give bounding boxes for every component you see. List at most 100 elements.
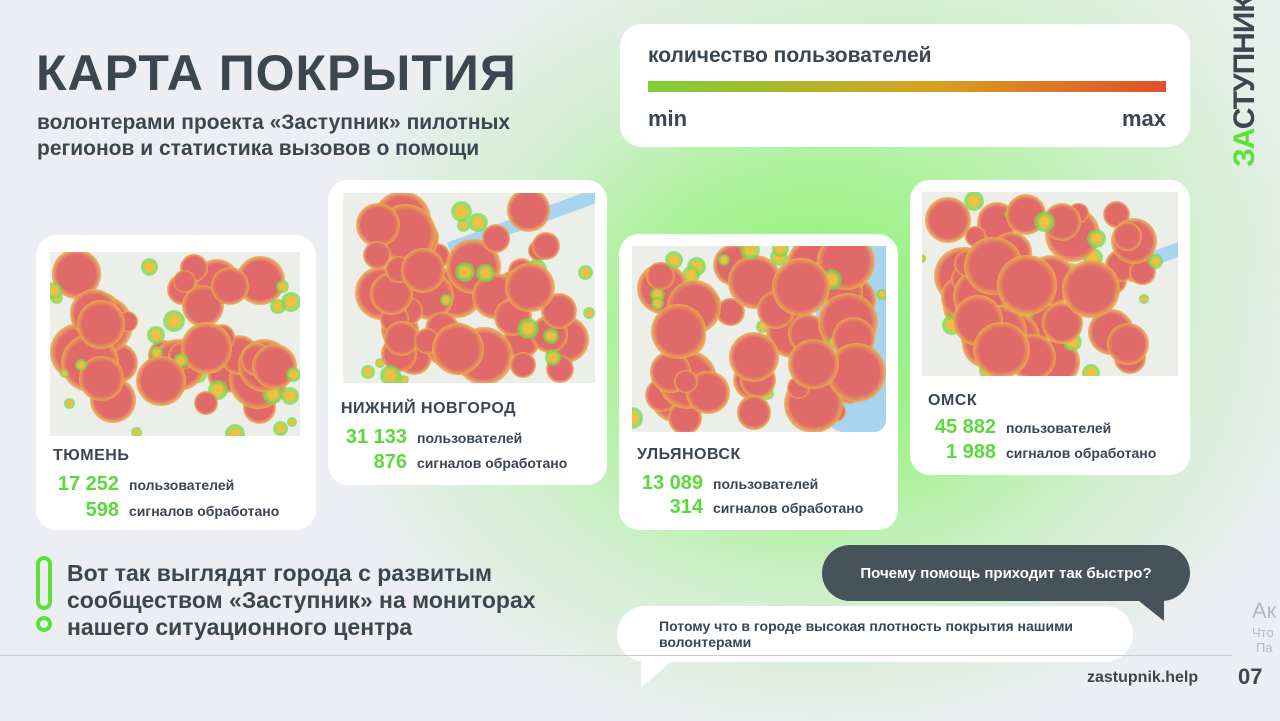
- next-slide-fragment: Па: [1256, 640, 1273, 655]
- heat-spot: [193, 390, 219, 416]
- heat-spot: [400, 248, 446, 293]
- heat-spot: [281, 292, 300, 313]
- signals-count: 598: [85, 499, 119, 521]
- answer-text: Потому что в городе высокая плотность по…: [659, 618, 1074, 650]
- heat-spot: [269, 298, 286, 315]
- heat-spot: [252, 343, 298, 389]
- heat-spot: [130, 426, 142, 436]
- heatmap-legend: количество пользователей min max: [620, 24, 1190, 147]
- heat-spot: [771, 246, 790, 258]
- heat-spot: [1086, 228, 1107, 249]
- city-name: НИЖНИЙ НОВГОРОД: [341, 400, 516, 417]
- heat-spot: [481, 224, 511, 253]
- heat-spot: [1106, 322, 1149, 365]
- heat-spot: [531, 232, 560, 261]
- heat-spot: [399, 375, 409, 383]
- heat-spot: [973, 321, 1030, 376]
- heat-spot: [632, 407, 644, 429]
- city-card-nizhny-novgorod: НИЖНИЙ НОВГОРОД 31 133 пользователей 876 с…: [328, 180, 607, 485]
- heat-spot: [468, 212, 488, 233]
- logo: ЗАСТУПНИК: [1228, 0, 1261, 167]
- heat-spot: [717, 254, 730, 267]
- heat-spot: [451, 200, 473, 223]
- signals-label: сигналов обработано: [129, 503, 280, 519]
- city-card-tyumen: ТЮМЕНЬ 17 252 пользователей 598 сигналов о…: [36, 235, 316, 530]
- heat-spot: [275, 279, 290, 294]
- users-label: пользователей: [1006, 420, 1112, 436]
- heat-spot: [74, 358, 87, 371]
- heat-spot: [180, 322, 233, 374]
- answer-bubble: Потому что в городе высокая плотность по…: [617, 606, 1133, 662]
- heat-spot: [736, 395, 772, 430]
- heat-spot: [172, 270, 197, 294]
- heat-spot: [140, 258, 159, 276]
- users-count: 17 252: [57, 473, 119, 495]
- page-number: 07: [1238, 664, 1263, 689]
- heat-spot: [281, 386, 300, 405]
- heat-spot: [505, 262, 555, 312]
- heat-spot: [380, 365, 401, 383]
- heat-spot: [1113, 222, 1142, 251]
- heatmap-omsk: [922, 192, 1178, 376]
- heat-spot: [149, 345, 164, 359]
- heat-spot: [273, 421, 288, 436]
- heat-spot: [432, 323, 485, 375]
- legend-gradient-bar: [648, 81, 1166, 92]
- signals-count: 876: [373, 451, 407, 473]
- heat-spot: [544, 349, 562, 366]
- note-text: Вот так выглядят города с развитым сообщ…: [67, 560, 536, 640]
- heat-spot: [772, 258, 830, 316]
- heat-spot: [664, 250, 684, 270]
- heat-spot: [651, 297, 665, 310]
- heat-spot: [651, 303, 707, 359]
- signals-label: сигналов обработано: [1006, 445, 1157, 461]
- heat-spot: [356, 202, 400, 247]
- users-label: пользователей: [129, 477, 235, 493]
- signals-count: 314: [669, 496, 703, 518]
- footer-site[interactable]: zastupnik.help: [1087, 669, 1199, 686]
- heat-spot: [577, 264, 593, 280]
- heat-spot: [876, 288, 886, 301]
- heat-spot: [162, 310, 185, 332]
- exclamation-icon: [36, 556, 52, 632]
- city-name: УЛЬЯНОВСК: [637, 446, 741, 463]
- page-title: КАРТА ПОКРЫТИЯ: [36, 45, 517, 101]
- heat-spot: [964, 192, 984, 211]
- heat-spot: [147, 326, 165, 344]
- heat-spot: [50, 282, 63, 300]
- heat-spot: [739, 246, 760, 260]
- legend-title: количество пользователей: [648, 44, 932, 67]
- heat-spot: [287, 416, 298, 427]
- heatmap-nizhny-novgorod: [343, 193, 595, 383]
- heat-spot: [506, 193, 551, 232]
- city-card-omsk: ОМСК 45 882 пользователей 1 988 сигналов о…: [910, 180, 1190, 475]
- users-count: 31 133: [345, 426, 407, 448]
- heat-spot: [361, 365, 375, 379]
- heat-spot: [76, 300, 126, 349]
- users-count: 45 882: [934, 416, 996, 438]
- question-bubble: Почему помощь приходит так быстро?: [822, 545, 1190, 601]
- legend-min: min: [648, 106, 688, 131]
- heat-spot: [59, 369, 69, 379]
- heat-spot: [383, 321, 419, 357]
- heat-spot: [136, 355, 186, 406]
- next-slide-fragment: Что: [1252, 625, 1274, 640]
- heat-spot: [374, 357, 385, 368]
- heat-spot: [1148, 254, 1163, 269]
- city-card-ulyanovsk: УЛЬЯНОВСК 13 089 пользователей 314 сигнало…: [619, 234, 898, 530]
- heat-spot: [63, 398, 75, 410]
- city-name: ТЮМЕНЬ: [53, 447, 130, 464]
- heatmap-tyumen: [50, 252, 300, 436]
- heat-spot: [211, 266, 250, 306]
- signals-label: сигналов обработано: [417, 455, 568, 471]
- heat-spot: [788, 338, 839, 389]
- heat-spot: [996, 255, 1057, 315]
- users-label: пользователей: [713, 476, 819, 492]
- question-text: Почему помощь приходит так быстро?: [860, 564, 1152, 582]
- footer-divider: [0, 655, 1232, 656]
- page-subtitle: волонтерами проекта «Заступник» пилотных…: [37, 111, 511, 160]
- heat-spot: [454, 261, 475, 282]
- heat-spot: [543, 328, 559, 344]
- city-name: ОМСК: [928, 392, 978, 409]
- heat-spot: [924, 196, 971, 243]
